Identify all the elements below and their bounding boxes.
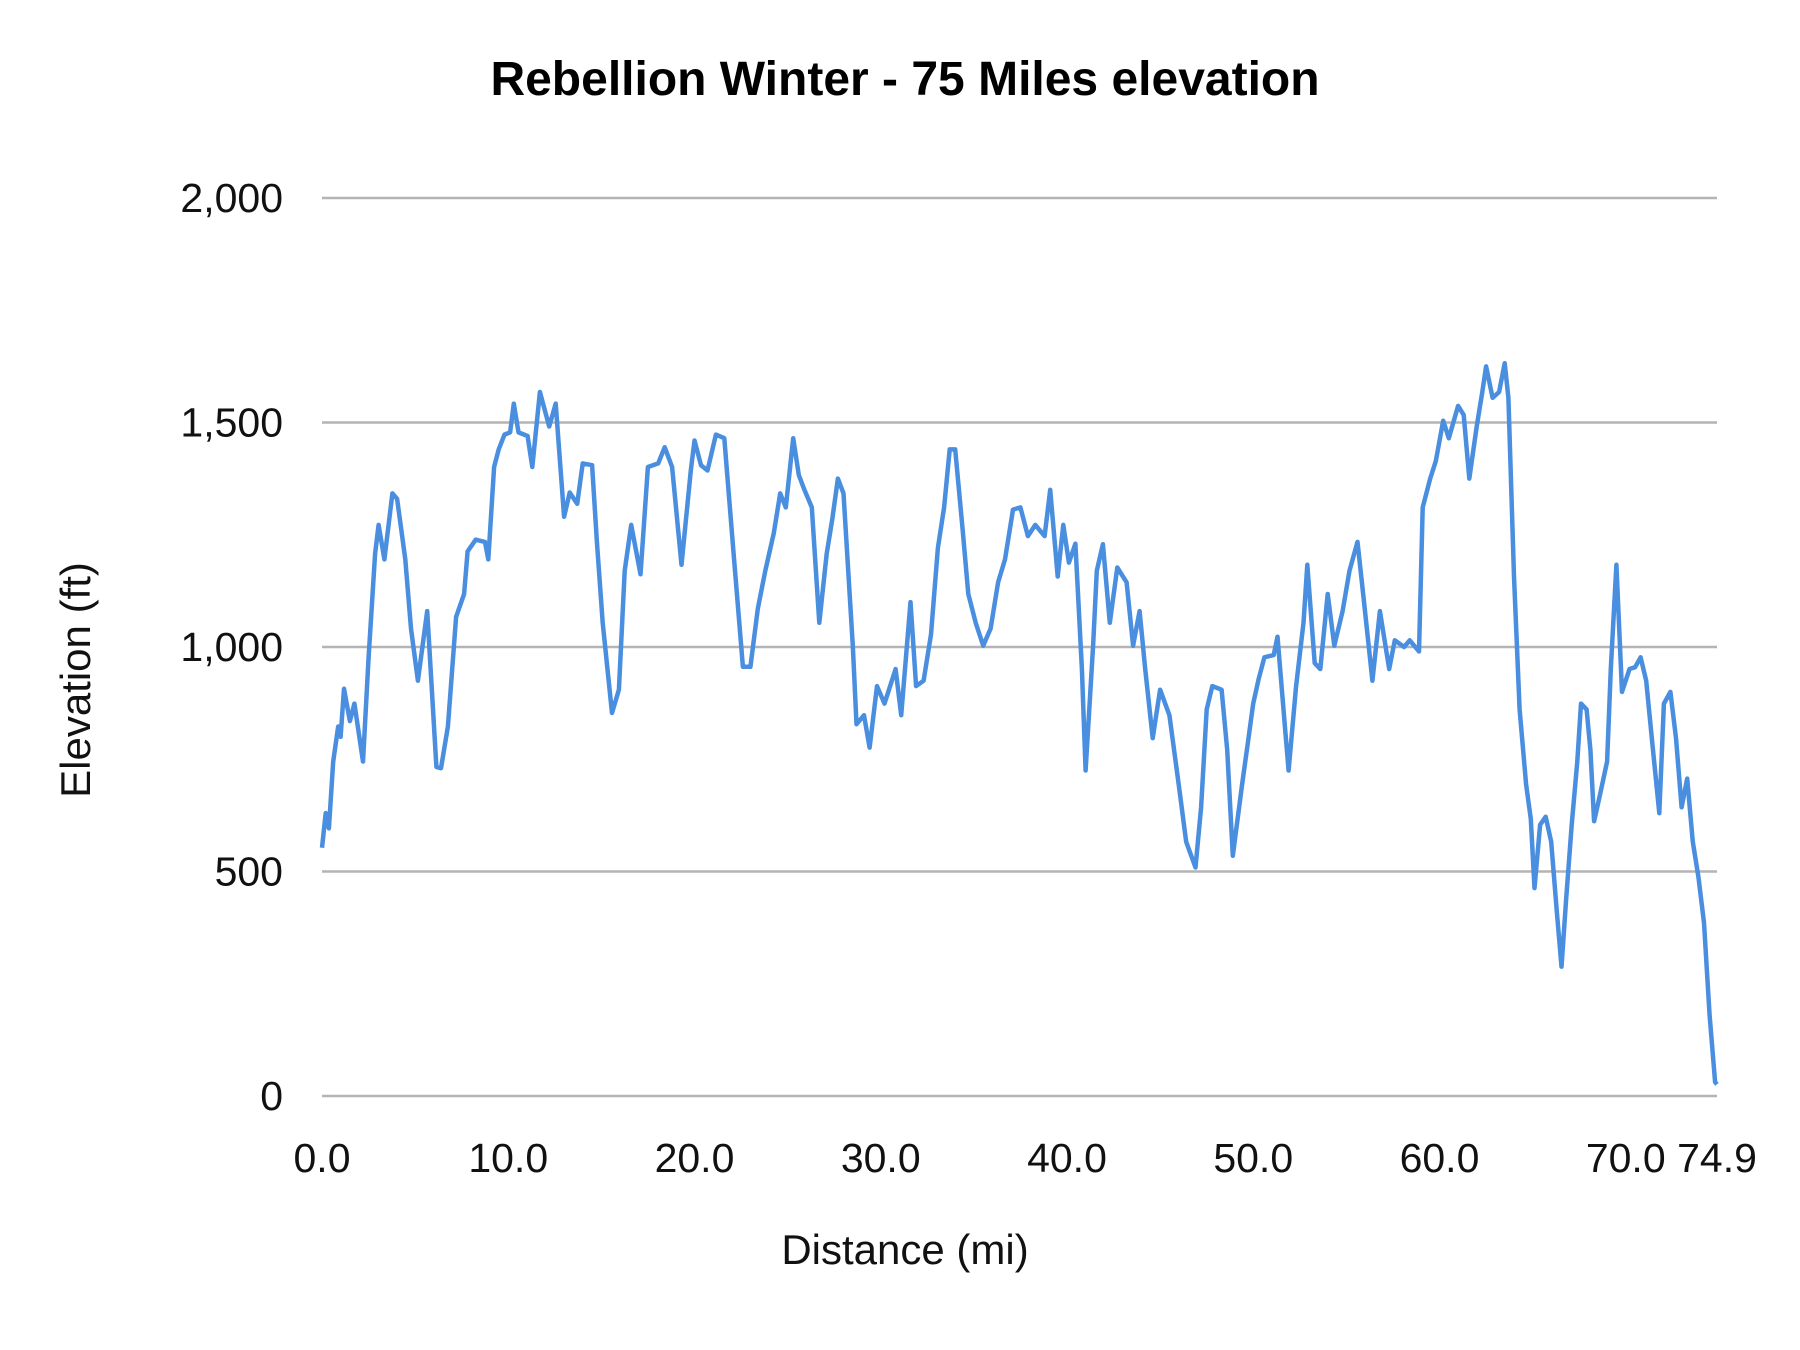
x-axis-title: Distance (mi) — [781, 1226, 1028, 1273]
y-tick-label: 500 — [215, 849, 283, 895]
y-tick-label: 1,000 — [180, 624, 283, 670]
y-axis-title: Elevation (ft) — [52, 562, 99, 798]
x-tick-label: 60.0 — [1400, 1135, 1480, 1181]
y-tick-label: 0 — [260, 1073, 283, 1119]
chart-title: Rebellion Winter - 75 Miles elevation — [490, 53, 1319, 106]
elevation-line — [319, 360, 1719, 1086]
y-axis-ticks: 0 500 1,000 1,500 2,000 — [180, 175, 283, 1119]
y-tick-label: 1,500 — [180, 400, 283, 446]
gridlines — [322, 196, 1717, 1098]
x-tick-label: 40.0 — [1027, 1135, 1107, 1181]
x-tick-label: 20.0 — [655, 1135, 735, 1181]
y-tick-label: 2,000 — [180, 175, 283, 221]
x-axis-ticks: 0.0 10.0 20.0 30.0 40.0 50.0 60.0 70.0 74.9 — [294, 1135, 1757, 1181]
x-tick-label: 0.0 — [294, 1135, 351, 1181]
x-tick-label: 70.0 — [1586, 1135, 1666, 1181]
x-tick-label: 10.0 — [468, 1135, 548, 1181]
x-tick-label: 74.9 — [1677, 1135, 1757, 1181]
x-tick-label: 50.0 — [1213, 1135, 1293, 1181]
x-tick-label: 30.0 — [841, 1135, 921, 1181]
